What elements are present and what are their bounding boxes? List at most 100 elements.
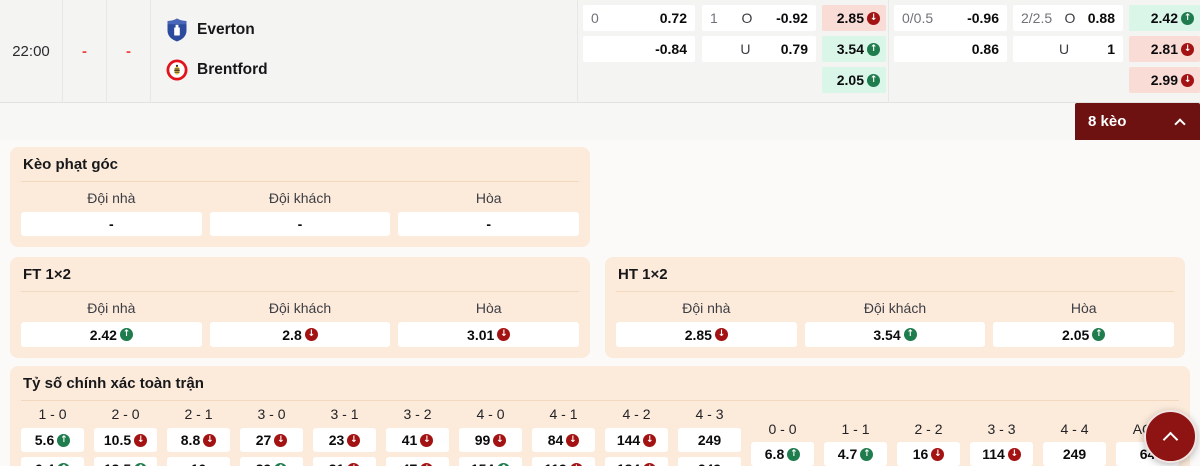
- score-odds-bottom[interactable]: 10: [167, 457, 230, 466]
- ft-home-odds[interactable]: 2.42: [21, 322, 202, 347]
- score-odds-top[interactable]: 5.6: [21, 428, 84, 452]
- score-odds-bottom[interactable]: 6.4: [21, 457, 84, 466]
- corner-home-odds[interactable]: -: [21, 212, 202, 236]
- score-column: 4 - 0 99 154: [459, 403, 522, 466]
- trend-icon: [497, 462, 511, 466]
- score-odds[interactable]: 4.7: [824, 442, 887, 466]
- ht-away-odds[interactable]: 3.54: [804, 322, 986, 347]
- odds-1x2-ft-home[interactable]: 2.85: [822, 5, 886, 31]
- score-label: 2 - 1: [184, 406, 213, 422]
- scroll-top-button[interactable]: [1144, 410, 1197, 463]
- ht-draw-odds[interactable]: 2.05: [993, 322, 1175, 347]
- score-odds-bottom[interactable]: 13.5: [94, 457, 157, 466]
- odds-value: 13.5: [104, 461, 131, 466]
- trend-icon: [1181, 42, 1194, 56]
- score-odds-bottom[interactable]: 249: [678, 457, 741, 466]
- odds-hdp-ft-row1[interactable]: 0 0.72: [583, 5, 695, 31]
- odds-value: 27: [255, 432, 272, 448]
- odds-1x2-ft-draw[interactable]: 2.05: [822, 67, 886, 93]
- odds-1x2-ht-away[interactable]: 2.81: [1129, 36, 1200, 62]
- trend-icon: [903, 328, 917, 341]
- draw-score-columns: 0 - 0 6.8 1 - 1 4.7 2 - 2 16 3 - 3 114: [751, 403, 1179, 466]
- away-team-row[interactable]: Brentford: [166, 58, 268, 82]
- home-header: Đội nhà: [87, 190, 136, 206]
- score-odds-top[interactable]: 23: [313, 428, 376, 452]
- odds-ou-ft-under[interactable]: U 0.79: [702, 36, 816, 62]
- score-column: 3 - 1 23 31: [313, 403, 376, 466]
- odds-ou-ht-over[interactable]: 2/2.5 O 0.88: [1013, 5, 1123, 31]
- odds-value: 3.54: [873, 326, 901, 343]
- score-odds-bottom[interactable]: 119: [532, 457, 595, 466]
- trend-icon: [787, 447, 801, 461]
- home-team-name: Everton: [197, 21, 255, 38]
- score-column: 2 - 2 16: [897, 403, 960, 466]
- ft-draw-odds[interactable]: 3.01: [398, 322, 580, 347]
- odds-value: 249: [698, 461, 721, 466]
- odds-value: 4.7: [837, 446, 858, 462]
- odds-value: 31: [329, 461, 345, 466]
- corner-draw-odds[interactable]: -: [398, 212, 580, 236]
- odds-hdp-ht-row1[interactable]: 0/0.5 -0.96: [894, 5, 1007, 31]
- score-odds-top[interactable]: 41: [386, 428, 449, 452]
- ft-away-odds[interactable]: 2.8: [209, 322, 391, 347]
- correct-score-panel: Tỷ số chính xác toàn trận 1 - 0 5.6 6.4 …: [10, 366, 1190, 466]
- score-odds-bottom[interactable]: 39: [240, 457, 303, 466]
- trend-icon: [569, 462, 583, 466]
- score-odds-bottom[interactable]: 47: [386, 457, 449, 466]
- markets-content: Kèo phạt góc Đội nhà Đội khách Hòa - - -…: [0, 140, 1200, 466]
- odds-count-label: 8 kèo: [1088, 113, 1127, 130]
- odds-ou-ft-over[interactable]: 1 O -0.92: [702, 5, 816, 31]
- trend-icon: [1092, 328, 1106, 341]
- odds-count-toggle[interactable]: 8 kèo: [1075, 103, 1200, 140]
- corner-away-odds[interactable]: -: [209, 212, 391, 236]
- trend-icon: [119, 328, 133, 341]
- odds-hdp-ht-row2[interactable]: 0.86: [894, 36, 1007, 62]
- odds-value: 2.42: [1150, 10, 1178, 26]
- home-team-row[interactable]: Everton: [166, 18, 255, 42]
- odds-hdp-ft-row2[interactable]: -0.84: [583, 36, 695, 62]
- score-label: 3 - 0: [257, 406, 286, 422]
- score-odds-bottom[interactable]: 184: [605, 457, 668, 466]
- odds-ou-ht-under[interactable]: U 1: [1013, 36, 1123, 62]
- odds-value: 10: [191, 461, 207, 466]
- home-score: -: [63, 0, 107, 103]
- score-odds-top[interactable]: 8.8: [167, 428, 230, 452]
- score-odds-top[interactable]: 27: [240, 428, 303, 452]
- score-odds-top[interactable]: 84: [532, 428, 595, 452]
- score-odds-top[interactable]: 10.5: [94, 428, 157, 452]
- score-odds-top[interactable]: 144: [605, 428, 668, 452]
- home-header: Đội nhà: [87, 300, 136, 316]
- score-label: 2 - 2: [914, 421, 943, 437]
- odds-value: 6.4: [35, 461, 54, 466]
- score-label: 3 - 1: [330, 406, 359, 422]
- score-odds-top[interactable]: 99: [459, 428, 522, 452]
- odds-value: 39: [256, 461, 272, 466]
- score-odds-bottom[interactable]: 154: [459, 457, 522, 466]
- trend-icon: [134, 433, 148, 447]
- odds-area: 0 0.72 -0.84 1 O -0.92 U 0.79 2.85 3.54: [578, 0, 1200, 103]
- trend-icon: [304, 328, 318, 341]
- draw-header: Hòa: [475, 190, 502, 206]
- trend-icon: [203, 433, 217, 447]
- score-column: 2 - 1 8.8 10: [167, 403, 230, 466]
- odds-1x2-ht-draw[interactable]: 2.99: [1129, 67, 1200, 93]
- ht-home-odds[interactable]: 2.85: [616, 322, 797, 347]
- trend-icon: [714, 328, 728, 341]
- trend-icon: [420, 433, 434, 447]
- brentford-logo: [166, 59, 188, 81]
- away-team-name: Brentford: [197, 61, 268, 78]
- score-odds-top[interactable]: 249: [678, 428, 741, 452]
- odds-1x2-ft-away[interactable]: 3.54: [822, 36, 886, 62]
- score-odds[interactable]: 249: [1043, 442, 1106, 466]
- odds-1x2-ht-home[interactable]: 2.42: [1129, 5, 1200, 31]
- odds-value: 2.85: [684, 326, 712, 343]
- odds-value: 6.8: [764, 446, 785, 462]
- score-label: 4 - 4: [1060, 421, 1089, 437]
- trend-icon: [274, 433, 288, 447]
- score-odds-bottom[interactable]: 31: [313, 457, 376, 466]
- trend-icon: [643, 433, 657, 447]
- score-odds[interactable]: 6.8: [751, 442, 814, 466]
- score-odds[interactable]: 114: [970, 442, 1033, 466]
- odds-value: 184: [617, 461, 640, 466]
- score-odds[interactable]: 16: [897, 442, 960, 466]
